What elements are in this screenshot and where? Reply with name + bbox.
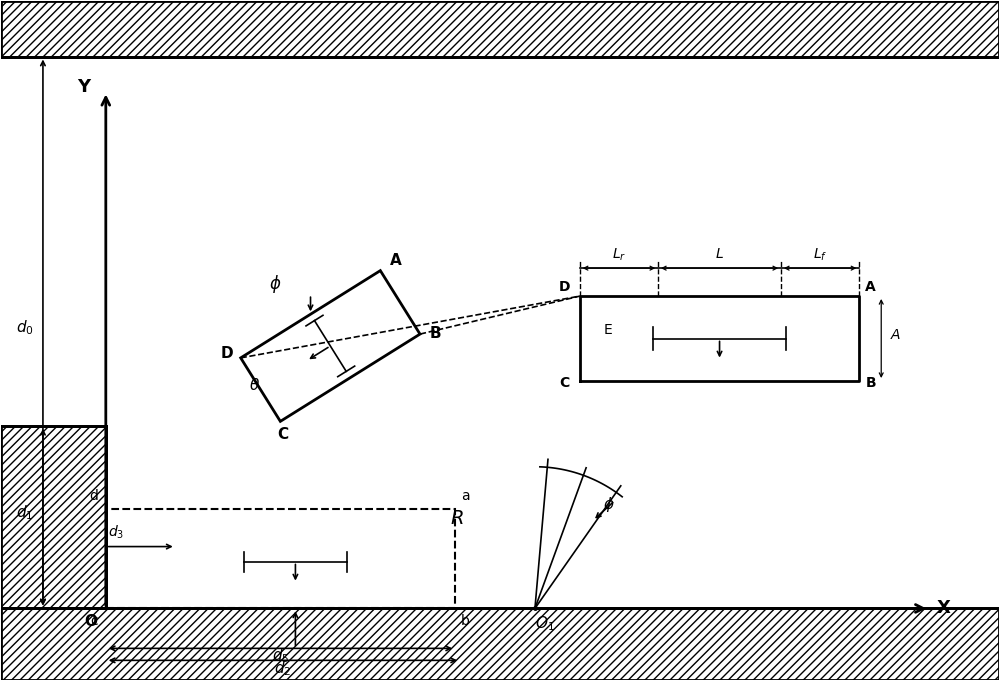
Bar: [1, 608, 999, 680]
Text: $\phi$: $\phi$: [603, 494, 614, 513]
Text: $d_3$: $d_3$: [108, 524, 124, 541]
Text: $d_0$: $d_0$: [16, 319, 34, 337]
Text: A: A: [865, 280, 876, 294]
Text: b: b: [461, 614, 470, 629]
Text: E: E: [603, 323, 612, 336]
Bar: [1, 1, 999, 57]
Text: O: O: [84, 614, 97, 629]
Text: Y: Y: [77, 78, 90, 97]
Text: $d_5$: $d_5$: [272, 646, 289, 665]
Text: $L_f$: $L_f$: [813, 246, 827, 263]
Text: B: B: [865, 376, 876, 390]
Text: A: A: [390, 253, 402, 268]
Text: A: A: [891, 328, 901, 341]
Text: $R$: $R$: [450, 509, 464, 528]
Text: X: X: [937, 599, 951, 618]
Text: $d_2$: $d_2$: [274, 659, 292, 678]
Text: d: d: [89, 489, 98, 503]
Text: $O_1$: $O_1$: [535, 614, 555, 633]
Text: C: C: [560, 376, 570, 390]
Text: $\theta$: $\theta$: [249, 377, 260, 393]
Text: a: a: [461, 489, 470, 503]
Bar: [1, 426, 106, 608]
Text: D: D: [558, 280, 570, 294]
Text: c: c: [90, 614, 98, 629]
Text: D: D: [221, 346, 233, 361]
Text: $d_1$: $d_1$: [16, 503, 34, 522]
Text: B: B: [430, 326, 442, 341]
Text: $L$: $L$: [715, 247, 724, 262]
Text: $L_r$: $L_r$: [612, 246, 626, 263]
Text: $\phi$: $\phi$: [269, 273, 282, 296]
Text: C: C: [277, 427, 288, 443]
